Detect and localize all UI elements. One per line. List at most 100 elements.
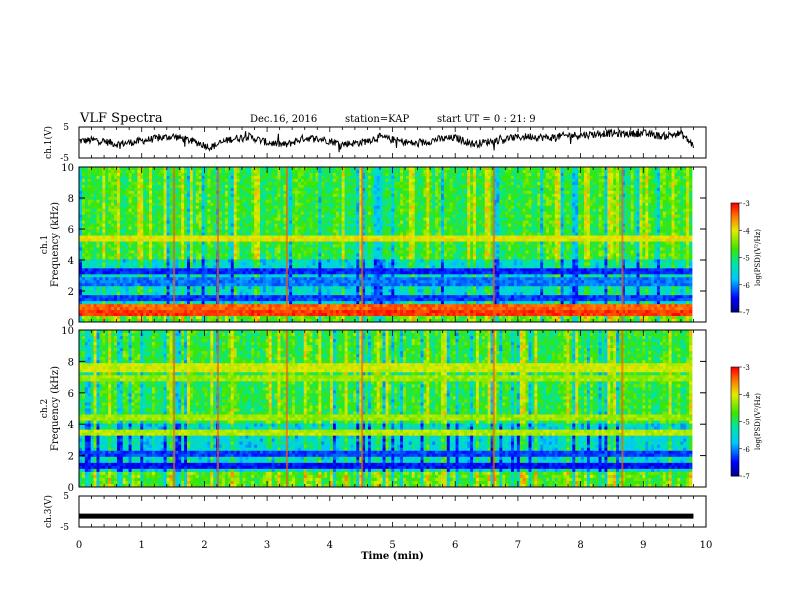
ch1-spectrogram-cell — [496, 175, 500, 180]
ch1-spectrogram-cell — [563, 226, 567, 230]
ch1-spectrogram-cell — [105, 211, 109, 216]
ch1-spectrogram-cell — [481, 167, 486, 171]
ch1-spectrogram-cell — [277, 175, 281, 180]
ch1-spectrogram-cell — [654, 169, 658, 174]
ch1-spectrogram-cell — [569, 226, 573, 230]
ch1-spectrogram-cell — [309, 229, 313, 233]
ch1-spectrogram-cell — [330, 190, 334, 195]
ch1-spectrogram-cell — [93, 169, 97, 174]
ch1-spectrogram-cell — [405, 229, 410, 233]
ch1-spectrogram-cell — [400, 172, 404, 177]
ch1-spectrogram-cell — [151, 217, 156, 222]
ch1-spectrogram-cell — [303, 193, 308, 198]
ch1-spectrogram-cell — [674, 187, 678, 192]
ch1-spectrogram-cell — [367, 190, 372, 195]
ch1-spectrogram-cell — [548, 187, 553, 192]
ch1-spectrogram-cell — [233, 202, 238, 207]
ch1-spectrogram-cell — [149, 208, 153, 213]
ch1-spectrogram-cell — [440, 217, 445, 222]
ch1-spectrogram-cell — [452, 202, 456, 207]
ch1-spectrogram-cell — [125, 196, 130, 201]
ch1-spectrogram-cell — [239, 214, 243, 219]
ch1-spectrogram-cell — [575, 232, 579, 236]
ch1-spectrogram-cell — [332, 220, 337, 225]
ch1-spectrogram-cell — [166, 220, 170, 225]
ch1-spectrogram-cell — [239, 220, 243, 225]
ch1-spectrogram-cell — [385, 199, 389, 204]
ch1-spectrogram-cell — [636, 184, 640, 189]
ch1-spectrogram-cell — [245, 232, 249, 236]
ch1-spectrogram-cell — [604, 169, 608, 174]
ch1-spectrogram-cell — [493, 214, 497, 219]
ch1-spectrogram-cell — [519, 187, 524, 192]
ch1-spectrogram-cell — [268, 169, 273, 174]
ch1-spectrogram-cell — [350, 181, 354, 186]
ch1-spectrogram-cell — [108, 187, 112, 192]
ch1-spectrogram-cell — [613, 208, 617, 213]
ch1-spectrogram-cell — [540, 232, 544, 236]
ch1-spectrogram-cell — [140, 184, 144, 189]
ch1-spectrogram-cell — [201, 235, 205, 239]
ch1-spectrogram-cell — [560, 169, 564, 174]
ch1-spectrogram-cell — [189, 175, 194, 180]
ch1-spectrogram-cell — [391, 184, 395, 189]
ch1-spectrogram-cell — [455, 226, 459, 230]
ch1-spectrogram-cell — [470, 196, 474, 201]
ch1-spectrogram-cell — [233, 196, 238, 201]
ch1-spectrogram-cell — [683, 190, 687, 195]
ch1-spectrogram-cell — [312, 190, 316, 195]
ch1-spectrogram-cell — [382, 172, 386, 177]
ch1-spectrogram-cell — [581, 167, 585, 171]
ch1-spectrogram-cell — [563, 214, 567, 219]
ch1-spectrogram-cell — [324, 187, 328, 192]
ch1-spectrogram-cell — [496, 202, 500, 207]
ch1-spectrogram-cell — [362, 229, 366, 233]
ch1-spectrogram-cell — [242, 199, 246, 204]
ch1-spectrogram-cell — [245, 169, 249, 174]
ch1-spectrogram-cell — [189, 190, 194, 195]
ch1-spectrogram-cell — [324, 232, 328, 236]
ch1-spectrogram-cell — [537, 178, 541, 183]
ch1-spectrogram-cell — [81, 229, 86, 233]
ch1-spectrogram-cell — [201, 199, 205, 204]
ch1-spectrogram-cell — [461, 199, 465, 204]
ch1-spectrogram-cell — [464, 223, 468, 228]
ch1-spectrogram-cell — [184, 169, 188, 174]
ch1-spectrogram-cell — [166, 172, 170, 177]
ch1-spectrogram-cell — [84, 223, 89, 228]
ch1-spectrogram-cell — [189, 229, 194, 233]
ch1-spectrogram-cell — [105, 196, 109, 201]
ch1-spectrogram-cell — [134, 205, 138, 210]
ch1-spectrogram-cell — [181, 169, 185, 174]
ch1-spectrogram-cell — [586, 205, 591, 210]
ch1-spectrogram-cell — [627, 199, 632, 204]
ch1-spectrogram-cell — [508, 187, 512, 192]
ch1-spectrogram-cell — [662, 190, 667, 195]
ch1-spectrogram-cell — [239, 211, 243, 216]
ch1-spectrogram-cell — [546, 217, 550, 222]
ch1-spectrogram-cell — [189, 226, 194, 230]
ch1-spectrogram-cell — [268, 172, 273, 177]
ch1-spectrogram-cell — [289, 169, 293, 174]
ch1-spectrogram-cell — [408, 214, 413, 219]
ch1-spectrogram-cell — [671, 184, 675, 189]
ch1-spectrogram-cell — [493, 223, 497, 228]
ch1-spectrogram-cell — [656, 232, 661, 236]
ch1-spectrogram-cell — [671, 214, 675, 219]
ch1-spectrogram-cell — [254, 169, 258, 174]
ch1-spectrogram-cell — [598, 167, 602, 171]
ch1-spectrogram-cell — [192, 217, 197, 222]
ch1-spectrogram-cell — [262, 202, 267, 207]
ch1-spectrogram-cell — [192, 175, 197, 180]
ch1-spectrogram-cell — [81, 167, 86, 171]
ch1-spectrogram-cell — [636, 226, 640, 230]
ch1-spectrogram-cell — [502, 184, 506, 189]
ch1-spectrogram-cell — [403, 214, 407, 219]
ch1-spectrogram-cell — [601, 217, 605, 222]
ch1-spectrogram-cell — [639, 190, 643, 195]
ch1-spectrogram-cell — [99, 190, 103, 195]
ch1-spectrogram-cell — [367, 178, 372, 183]
ch1-spectrogram-cell — [277, 232, 281, 236]
ch1-spectrogram-cell — [81, 184, 86, 189]
ch1-spectrogram-cell — [195, 214, 200, 219]
